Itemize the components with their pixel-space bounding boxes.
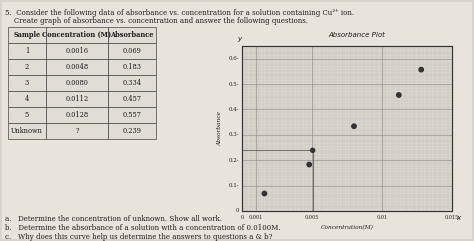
Text: a.   Determine the concentration of unknown. Show all work.: a. Determine the concentration of unknow…	[5, 215, 222, 223]
FancyBboxPatch shape	[108, 59, 156, 75]
Text: 0.4-: 0.4-	[228, 107, 239, 112]
Text: Absorbance: Absorbance	[110, 31, 154, 39]
FancyBboxPatch shape	[46, 91, 108, 107]
FancyBboxPatch shape	[108, 107, 156, 123]
Circle shape	[419, 67, 423, 72]
Text: 5.  Consider the following data of absorbance vs. concentration for a solution c: 5. Consider the following data of absorb…	[5, 9, 354, 17]
Text: b.   Determine the absorbance of a solution with a concentration of 0.0100M.: b. Determine the absorbance of a solutio…	[5, 224, 281, 232]
Circle shape	[310, 148, 315, 152]
Text: 0.01: 0.01	[376, 215, 388, 220]
Circle shape	[307, 162, 311, 167]
FancyBboxPatch shape	[108, 43, 156, 59]
Text: 5: 5	[25, 111, 29, 119]
Text: 0.5-: 0.5-	[228, 81, 239, 87]
FancyBboxPatch shape	[8, 59, 46, 75]
FancyBboxPatch shape	[46, 59, 108, 75]
FancyBboxPatch shape	[108, 91, 156, 107]
FancyBboxPatch shape	[8, 43, 46, 59]
Text: 0.3-: 0.3-	[228, 132, 239, 137]
Text: 0.557: 0.557	[123, 111, 141, 119]
Text: Unknown: Unknown	[11, 127, 43, 135]
Text: Sample: Sample	[13, 31, 41, 39]
FancyBboxPatch shape	[46, 107, 108, 123]
Text: 3: 3	[25, 79, 29, 87]
Text: 0.015: 0.015	[445, 215, 459, 220]
Text: ?: ?	[75, 127, 79, 135]
Text: Concentration (M): Concentration (M)	[43, 31, 111, 39]
Text: 0: 0	[240, 215, 244, 220]
Text: 2: 2	[25, 63, 29, 71]
Text: 0.334: 0.334	[122, 79, 142, 87]
Text: Absorbance: Absorbance	[218, 111, 222, 146]
Text: 0.457: 0.457	[122, 95, 142, 103]
Text: 0.001: 0.001	[249, 215, 263, 220]
Text: 0.0016: 0.0016	[65, 47, 89, 55]
Text: c.   Why does this curve help us determine the answers to questions a & b?: c. Why does this curve help us determine…	[5, 233, 273, 241]
Text: 0: 0	[236, 208, 239, 214]
FancyBboxPatch shape	[46, 123, 108, 139]
FancyBboxPatch shape	[46, 27, 108, 43]
FancyBboxPatch shape	[46, 43, 108, 59]
Text: 0.2-: 0.2-	[228, 158, 239, 163]
Text: 0.0048: 0.0048	[65, 63, 89, 71]
FancyBboxPatch shape	[108, 75, 156, 91]
Text: 0.0080: 0.0080	[65, 79, 89, 87]
Text: 0.1-: 0.1-	[228, 183, 239, 188]
FancyBboxPatch shape	[2, 2, 472, 239]
Text: 0.069: 0.069	[123, 47, 141, 55]
FancyBboxPatch shape	[8, 123, 46, 139]
Circle shape	[262, 191, 266, 196]
Text: Absorbance Plot: Absorbance Plot	[328, 32, 385, 38]
Text: 0.005: 0.005	[305, 215, 319, 220]
Text: 0.0112: 0.0112	[65, 95, 89, 103]
Text: 0.239: 0.239	[122, 127, 142, 135]
FancyBboxPatch shape	[8, 27, 46, 43]
Circle shape	[352, 124, 356, 128]
FancyBboxPatch shape	[46, 75, 108, 91]
FancyBboxPatch shape	[8, 75, 46, 91]
Text: 0.6-: 0.6-	[228, 56, 239, 61]
Text: Create graph of absorbance vs. concentration and answer the following questions.: Create graph of absorbance vs. concentra…	[5, 17, 308, 25]
FancyBboxPatch shape	[8, 91, 46, 107]
FancyBboxPatch shape	[8, 107, 46, 123]
FancyBboxPatch shape	[108, 123, 156, 139]
Text: x: x	[456, 215, 460, 221]
Text: 1: 1	[25, 47, 29, 55]
Circle shape	[397, 93, 401, 97]
Text: 0.183: 0.183	[122, 63, 142, 71]
Text: 4: 4	[25, 95, 29, 103]
Text: Concentration(M): Concentration(M)	[320, 225, 374, 230]
Text: y: y	[237, 36, 241, 42]
FancyBboxPatch shape	[108, 27, 156, 43]
Text: 0.0128: 0.0128	[65, 111, 89, 119]
FancyBboxPatch shape	[242, 46, 452, 211]
